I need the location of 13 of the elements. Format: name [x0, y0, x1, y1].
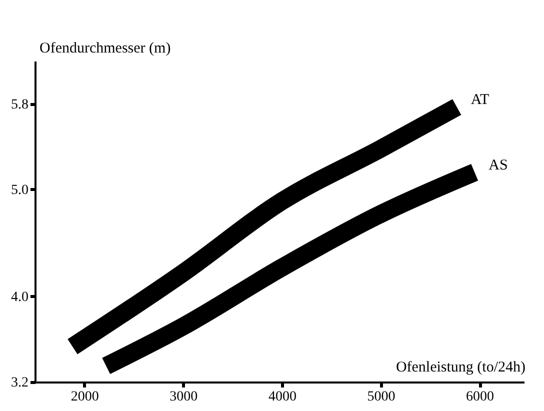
y-axis-title: Ofendurchmesser (m) — [40, 40, 171, 56]
text: 5.8 — [11, 97, 28, 112]
x-tick-label: 6000 — [466, 390, 494, 404]
text: 3.2 — [11, 376, 28, 390]
y-tick-label: 5.0 — [11, 182, 28, 198]
y-tick-label: 4.0 — [11, 290, 28, 305]
series-label: AS — [488, 157, 508, 174]
x-tick-label: 4000 — [268, 390, 296, 404]
x-tick-label: 2000 — [70, 390, 99, 404]
x-axis-title: Ofenleistung (to/24h) — [396, 360, 526, 376]
x-tick-label: 3000 — [170, 390, 198, 404]
series-label: AT — [470, 92, 490, 108]
x-tick-label: 5000 — [367, 390, 396, 404]
